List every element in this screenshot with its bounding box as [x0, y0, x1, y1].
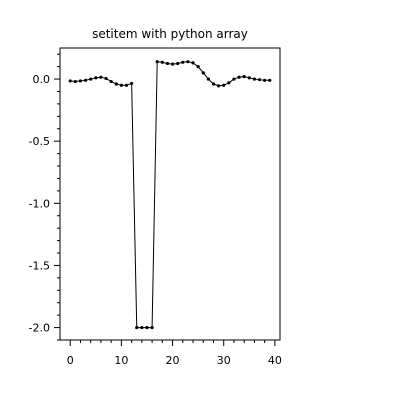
- data-point: [227, 81, 231, 85]
- data-point: [206, 77, 210, 81]
- data-point: [78, 79, 83, 83]
- x-tick-label: 20: [166, 354, 180, 367]
- data-point: [83, 78, 88, 82]
- y-tick-label: -2.0: [29, 322, 50, 335]
- series-line: [70, 61, 270, 329]
- y-tick-label: 0.0: [33, 73, 51, 86]
- axis-ticks: [54, 53, 276, 346]
- series: [68, 60, 272, 330]
- data-point: [186, 60, 190, 64]
- data-point: [89, 77, 93, 81]
- y-tick-label: -1.5: [29, 259, 50, 272]
- data-point: [222, 83, 226, 87]
- data-point: [252, 77, 257, 81]
- y-tick-label: -0.5: [29, 135, 50, 148]
- data-point: [145, 325, 149, 330]
- data-point: [135, 325, 139, 330]
- data-point: [247, 76, 251, 80]
- data-point: [94, 76, 98, 80]
- data-point: [124, 83, 129, 87]
- data-point: [99, 75, 103, 79]
- data-point: [170, 62, 175, 66]
- data-point: [237, 75, 241, 79]
- data-point: [263, 78, 267, 82]
- data-point: [242, 74, 246, 79]
- x-tick-label: 30: [217, 354, 231, 367]
- data-point: [160, 60, 164, 64]
- data-point: [119, 83, 123, 87]
- data-point: [201, 71, 205, 75]
- data-point: [232, 77, 236, 81]
- x-tick-label: 40: [268, 354, 282, 367]
- data-point: [104, 76, 108, 81]
- data-point: [109, 79, 113, 84]
- data-point: [217, 84, 221, 88]
- data-point: [257, 78, 262, 82]
- data-point: [114, 82, 118, 86]
- x-tick-label: 0: [67, 354, 74, 367]
- data-point: [155, 60, 159, 64]
- data-point: [268, 78, 272, 82]
- data-point: [211, 82, 216, 86]
- data-point: [176, 61, 180, 66]
- data-point: [73, 79, 77, 84]
- tick-labels: 0 10 20 30 40 0.0 -0.5 -1.0 -1.5 -2.0: [29, 73, 282, 367]
- chart-title: setitem with python array: [92, 27, 248, 41]
- data-point: [68, 79, 72, 83]
- data-point: [181, 60, 185, 64]
- data-point: [140, 325, 144, 330]
- y-tick-label: -1.0: [29, 197, 50, 210]
- data-point: [191, 61, 195, 65]
- data-point: [165, 61, 170, 66]
- x-tick-label: 10: [114, 354, 128, 367]
- data-point: [150, 325, 154, 330]
- plot-frame: [59, 47, 281, 341]
- data-point: [130, 81, 134, 86]
- data-point: [196, 65, 200, 69]
